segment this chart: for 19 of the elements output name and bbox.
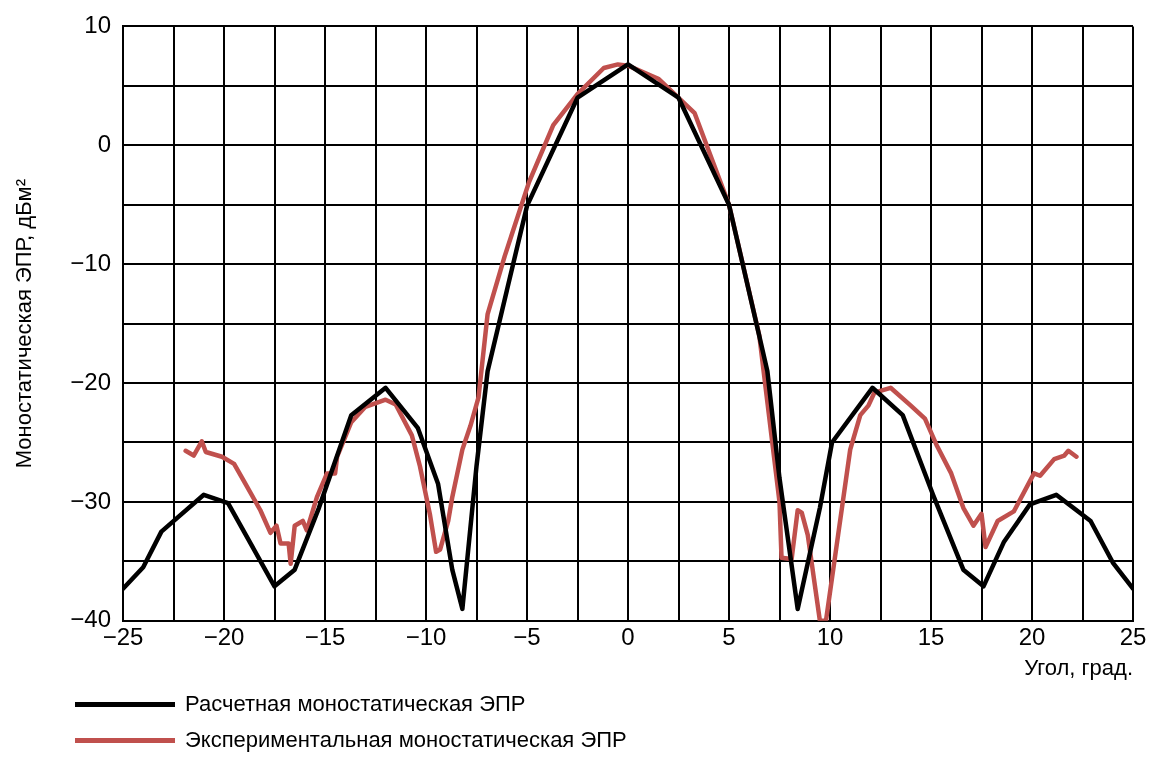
x-tick-label: 0 bbox=[621, 622, 635, 650]
legend-label: Экспериментальная моностатическая ЭПР bbox=[185, 727, 627, 753]
y-tick-label: −30 bbox=[70, 486, 111, 514]
x-tick-label: −20 bbox=[203, 622, 245, 650]
y-tick-label: 0 bbox=[97, 129, 111, 157]
x-tick-label: 10 bbox=[816, 622, 844, 650]
x-tick-label: −15 bbox=[304, 622, 346, 650]
x-tick-label: 5 bbox=[722, 622, 736, 650]
x-tick-label: 25 bbox=[1119, 622, 1147, 650]
y-tick-label: −10 bbox=[70, 248, 111, 276]
y-tick-label: 10 bbox=[84, 11, 111, 39]
x-tick-label: −10 bbox=[405, 622, 447, 650]
legend-label: Расчетная моностатическая ЭПР bbox=[185, 691, 526, 717]
x-axis-title: Угол, град. bbox=[1024, 654, 1133, 680]
y-tick-label: −20 bbox=[70, 367, 111, 395]
x-tick-label: −5 bbox=[513, 622, 541, 650]
x-tick-label: 15 bbox=[917, 622, 945, 650]
y-axis-title: Моностатическая ЭПР, дБм² bbox=[11, 178, 37, 469]
x-tick-label: 20 bbox=[1018, 622, 1046, 650]
